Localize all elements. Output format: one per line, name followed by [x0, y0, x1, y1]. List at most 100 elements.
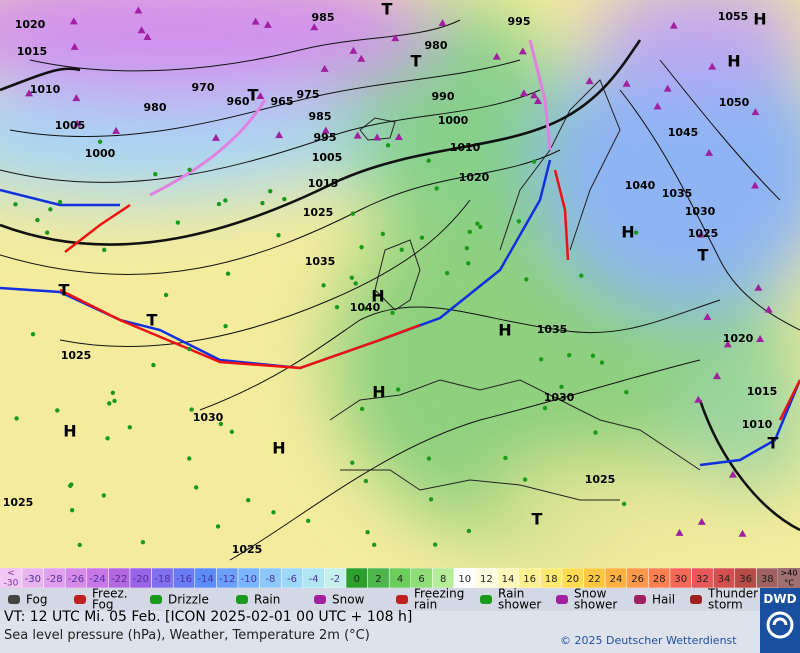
rain-symbol — [380, 231, 386, 237]
snow-symbol — [492, 52, 501, 60]
legend-label: Rain — [254, 593, 280, 607]
cold-front — [699, 379, 800, 467]
rain-symbol — [163, 292, 169, 298]
rain-symbol — [524, 277, 529, 282]
isobar — [698, 399, 800, 532]
snow-symbol — [723, 340, 732, 348]
scale-low-label: -30 — [4, 579, 19, 589]
scale-value: -24 — [89, 574, 105, 585]
rain-symbol — [359, 406, 365, 412]
pressure-center: H — [498, 321, 511, 340]
rain-symbol — [35, 217, 40, 223]
rain-symbol — [428, 497, 434, 502]
isobar-label: 980 — [144, 101, 167, 114]
legend-label: storm — [708, 598, 743, 612]
isobar-label: 1040 — [625, 179, 656, 192]
snow-symbol — [756, 334, 765, 342]
scale-value: 24 — [610, 574, 623, 585]
rain-symbol — [426, 456, 432, 461]
isobar-label: 1025 — [303, 206, 334, 219]
isobars — [0, 19, 800, 561]
snow-symbol — [256, 92, 265, 100]
isobar — [0, 67, 81, 92]
rain-symbol — [466, 528, 472, 534]
isobar-label: 1015 — [308, 177, 339, 190]
isobar-label: 1025 — [61, 349, 92, 362]
rain-symbol — [67, 483, 73, 488]
fronts — [0, 39, 800, 467]
rain-symbol — [363, 306, 369, 312]
snow-symbol — [697, 517, 706, 525]
pressure-center: T — [768, 434, 779, 453]
rain-symbol — [140, 540, 146, 545]
rain-symbol — [55, 408, 60, 413]
isobar — [0, 149, 561, 276]
rain-symbol — [110, 390, 116, 396]
rain-symbol — [77, 542, 82, 548]
isobar-label: 970 — [192, 81, 215, 94]
rain-symbol — [305, 518, 311, 524]
cold-front — [0, 188, 120, 207]
coastline — [359, 117, 396, 141]
legend-label: Drizzle — [168, 593, 209, 607]
snow-symbol — [669, 21, 678, 29]
scale-value: 8 — [440, 574, 446, 585]
rain-symbol — [531, 159, 537, 164]
rain-symbol — [349, 275, 355, 280]
isobar-label: 1025 — [585, 473, 616, 486]
rain-symbol — [559, 384, 564, 389]
rain-symbol — [321, 283, 326, 288]
isobar-label: 1030 — [685, 205, 716, 218]
isobar — [59, 199, 471, 347]
valid-time: VT: 12 UTC Mi. 05 Feb. [ICON 2025-02-01 … — [4, 609, 413, 625]
pressure-center: H — [63, 422, 76, 441]
rain-symbol — [30, 332, 36, 337]
isobar-label: 1005 — [312, 151, 343, 164]
isobar — [0, 39, 642, 246]
legend-label: Hail — [652, 593, 675, 607]
snow-symbol — [373, 133, 382, 141]
snow-symbol — [708, 62, 717, 70]
scale-value: 0 — [354, 574, 360, 585]
legend-icon — [74, 595, 86, 604]
pressure-center: H — [372, 383, 385, 402]
legend-label: rain — [414, 598, 437, 612]
scale-value: -22 — [111, 574, 127, 585]
coastline — [329, 379, 701, 471]
isobar-label: 1025 — [688, 227, 719, 240]
isobar — [659, 59, 781, 201]
rain-symbol — [464, 246, 470, 251]
isobar-label: 995 — [508, 15, 531, 28]
rain-symbol — [432, 542, 438, 547]
scale-value: -28 — [46, 574, 62, 585]
pressure-center: T — [698, 246, 709, 265]
snow-symbol — [69, 17, 78, 25]
isobar-label: 1020 — [15, 18, 46, 31]
isobar-label: 1015 — [747, 385, 778, 398]
legend-label: Freezing — [414, 588, 464, 601]
copyright: © 2025 Deutscher Wetterdienst — [560, 634, 737, 647]
scale-value: 2 — [375, 574, 381, 585]
rain-symbol — [101, 493, 107, 498]
legend-label: Fog — [26, 593, 47, 607]
logo-icon — [766, 611, 794, 639]
isobar-label: 1025 — [232, 543, 263, 556]
snow-symbol — [137, 26, 146, 34]
occluded-front — [528, 39, 552, 151]
rain-symbol — [187, 456, 192, 461]
pressure-center: H — [272, 439, 285, 458]
snow-symbol — [72, 94, 81, 102]
scale-high-label: >40 — [781, 569, 798, 578]
isobar-label: 965 — [271, 95, 294, 108]
snow-symbol — [518, 47, 527, 55]
scale-value: 38 — [761, 574, 774, 585]
isobar — [0, 89, 541, 183]
rain-symbol — [225, 271, 231, 276]
isobar-label: 1020 — [459, 171, 490, 184]
rain-symbol — [399, 247, 404, 252]
rain-symbol — [229, 429, 235, 435]
snow-symbol — [751, 108, 760, 116]
pressure-center: T — [59, 281, 70, 300]
